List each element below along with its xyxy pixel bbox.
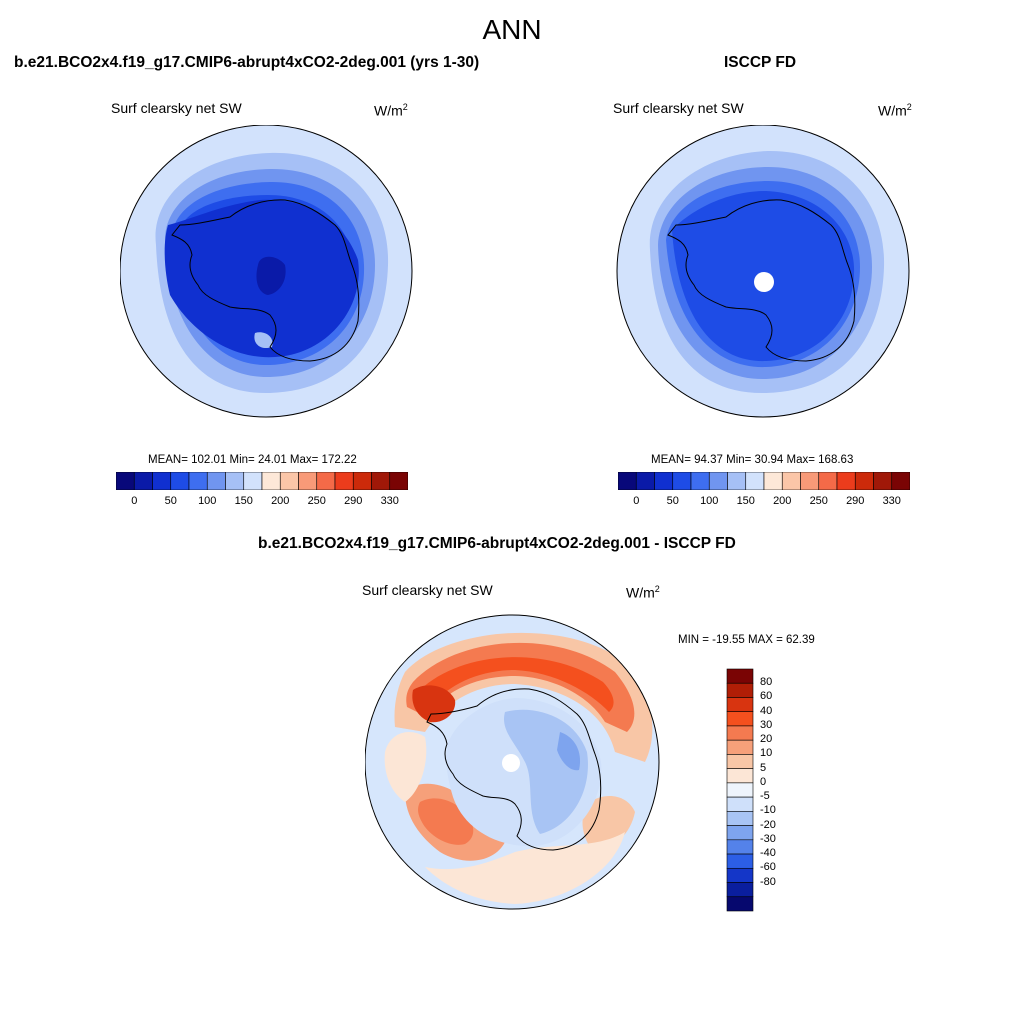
colorbar-tick-label: -5 — [760, 790, 770, 803]
colorbar-tick-label: 0 — [131, 495, 138, 507]
colorbar-box — [726, 825, 754, 841]
colorbar-tick-label: 250 — [307, 495, 326, 507]
colorbar-box — [152, 472, 172, 490]
colorbar-box — [726, 668, 754, 684]
panel3-variable-label: Surf clearsky net SW — [362, 582, 493, 598]
colorbar-box — [133, 472, 153, 490]
colorbar-box — [726, 725, 754, 741]
colorbar-box — [188, 472, 208, 490]
colorbar-tick-label: 100 — [198, 495, 217, 507]
colorbar-box — [726, 682, 754, 698]
colorbar-box — [316, 472, 336, 490]
colorbar-box — [726, 853, 754, 869]
colorbar-tick-label: 30 — [760, 718, 773, 731]
colorbar-box — [836, 472, 856, 490]
colorbar-tick-label: -10 — [760, 804, 776, 817]
colorbar-box — [727, 472, 747, 490]
colorbar-box — [116, 472, 135, 490]
colorbar-tick-label: 150 — [234, 495, 253, 507]
colorbar-box — [389, 472, 408, 490]
colorbar-box — [654, 472, 674, 490]
colorbar-tick-label: 200 — [773, 495, 792, 507]
colorbar-box — [334, 472, 354, 490]
model-polar-map — [120, 125, 413, 418]
colorbar-tick-label: 50 — [164, 495, 177, 507]
colorbar-tick-label: 80 — [760, 676, 773, 689]
colorbar-box — [763, 472, 783, 490]
colorbar-box — [298, 472, 318, 490]
colorbar-tick-label: -40 — [760, 847, 776, 860]
colorbar-box — [745, 472, 765, 490]
colorbar-tick-label: 290 — [846, 495, 865, 507]
colorbar-box — [726, 896, 754, 912]
panel1-title: b.e21.BCO2x4.f19_g17.CMIP6-abrupt4xCO2-2… — [14, 54, 480, 71]
diff-polar-map — [365, 614, 660, 910]
colorbar-box — [352, 472, 372, 490]
colorbar-box — [873, 472, 893, 490]
colorbar-box — [170, 472, 190, 490]
colorbar-box — [618, 472, 637, 490]
panel2-colorbar — [618, 472, 910, 490]
colorbar-tick-label: -20 — [760, 818, 776, 831]
colorbar-tick-label: 20 — [760, 733, 773, 746]
colorbar-box — [225, 472, 245, 490]
colorbar-box — [690, 472, 710, 490]
obs-polar-map — [616, 125, 910, 418]
colorbar-box — [726, 867, 754, 883]
colorbar-box — [726, 739, 754, 755]
colorbar-box — [206, 472, 226, 490]
colorbar-box — [726, 796, 754, 812]
colorbar-tick-label: -30 — [760, 832, 776, 845]
main-title: ANN — [482, 14, 542, 45]
colorbar-tick-label: 250 — [809, 495, 828, 507]
colorbar-box — [635, 472, 655, 490]
colorbar-box — [854, 472, 874, 490]
colorbar-tick-label: 100 — [700, 495, 719, 507]
panel1-units: W/m2 — [374, 102, 408, 119]
colorbar-box — [726, 754, 754, 769]
panel2-title: ISCCP FD — [724, 54, 797, 71]
panel1-colorbar — [116, 472, 408, 490]
colorbar-box — [726, 697, 754, 713]
panel3-colorbar — [726, 668, 754, 912]
colorbar-box — [726, 811, 754, 826]
colorbar-tick-label: 330 — [380, 495, 399, 507]
colorbar-tick-label: 0 — [760, 775, 767, 788]
colorbar-box — [708, 472, 728, 490]
panel3-units: W/m2 — [626, 584, 660, 601]
colorbar-box — [243, 472, 263, 490]
colorbar-tick-label: 0 — [633, 495, 640, 507]
colorbar-box — [781, 472, 801, 490]
colorbar-tick-label: 60 — [760, 690, 773, 703]
colorbar-tick-label: 200 — [271, 495, 290, 507]
colorbar-tick-label: 40 — [760, 704, 773, 717]
colorbar-tick-label: 5 — [760, 761, 767, 774]
colorbar-box — [279, 472, 299, 490]
colorbar-box — [371, 472, 391, 490]
colorbar-tick-label: 330 — [882, 495, 901, 507]
colorbar-box — [891, 472, 910, 490]
panel2-stats: MEAN= 94.37 Min= 30.94 Max= 168.63 — [651, 454, 854, 466]
panel1-stats: MEAN= 102.01 Min= 24.01 Max= 172.22 — [148, 454, 357, 466]
colorbar-tick-label: 50 — [666, 495, 679, 507]
colorbar-tick-label: 10 — [760, 747, 773, 760]
colorbar-box — [726, 839, 754, 855]
colorbar-tick-label: 290 — [344, 495, 363, 507]
colorbar-box — [726, 882, 754, 898]
colorbar-box — [800, 472, 820, 490]
panel2-units: W/m2 — [878, 102, 912, 119]
colorbar-tick-label: -80 — [760, 875, 776, 888]
colorbar-box — [672, 472, 692, 490]
colorbar-tick-label: -60 — [760, 861, 776, 874]
colorbar-box — [726, 782, 754, 798]
panel1-variable-label: Surf clearsky net SW — [111, 100, 242, 116]
panel3-stats: MIN = -19.55 MAX = 62.39 — [678, 634, 815, 646]
colorbar-box — [818, 472, 838, 490]
colorbar-tick-label: 150 — [736, 495, 755, 507]
colorbar-box — [726, 768, 754, 784]
colorbar-box — [261, 472, 281, 490]
colorbar-box — [726, 711, 754, 727]
panel3-title: b.e21.BCO2x4.f19_g17.CMIP6-abrupt4xCO2-2… — [258, 535, 736, 552]
panel2-variable-label: Surf clearsky net SW — [613, 100, 744, 116]
